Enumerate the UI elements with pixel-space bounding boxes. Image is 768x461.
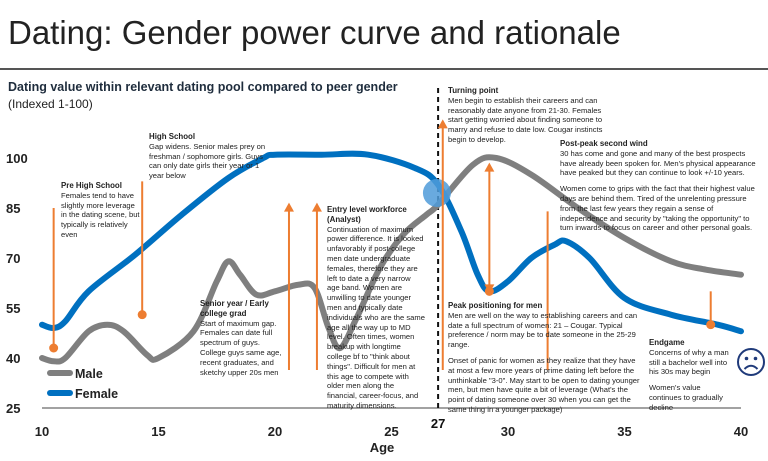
annotation-pre-high-school: Pre High School Females tend to have sli… [61,181,141,240]
annotation-title: Senior year / Early college grad [200,299,269,318]
page-title: Dating: Gender power curve and rationale [8,14,621,51]
intersection-highlight [422,179,451,207]
y-tick-label: 55 [6,301,20,316]
turning-point-label: 27 [431,416,445,431]
x-axis-label: Age [370,440,395,455]
title-divider [0,68,768,70]
marker-dot [49,343,59,353]
marker-arrowhead [484,162,495,172]
annotation-title: Entry level workforce (Analyst) [327,205,407,224]
annotation-text: Men are well on the way to establishing … [448,310,638,350]
annotation-title: Peak positioning for men [448,301,543,310]
x-tick-label: 35 [617,424,631,439]
marker-dot [137,310,147,320]
annotation-entry-level: Entry level workforce (Analyst) Continua… [327,205,425,411]
annotation-text-2: Women come to grips with the fact that t… [560,184,755,233]
legend-label: Female [75,387,118,401]
x-tick-label: 25 [384,424,398,439]
annotation-text: Continuation of maximum power difference… [327,224,425,410]
x-tick-label: 40 [734,424,748,439]
annotation-text: Females tend to have slightly more lever… [61,190,140,239]
y-tick-label: 100 [6,151,28,166]
legend-label: Male [75,367,103,381]
marker-dot [706,320,716,330]
annotation-title: Post-peak second wind [560,139,648,148]
annotation-title: Turning point [448,86,499,95]
marker-arrowhead [437,119,448,129]
annotation-text-2: Women's value continues to gradually dec… [649,383,723,412]
annotation-text: Start of maximum gap. Females can date f… [200,318,282,377]
annotation-turning-point: Turning point Men begin to establish the… [448,86,618,145]
annotation-endgame: Endgame Concerns of why a man still a ba… [649,338,735,413]
x-tick-label: 10 [35,424,49,439]
x-tick-label: 30 [501,424,515,439]
x-tick-label: 20 [268,424,282,439]
annotation-text: Concerns of why a man still a bachelor w… [649,347,729,377]
y-tick-label: 85 [6,201,20,216]
annotation-peak-positioning: Peak positioning for men Men are well on… [448,301,640,415]
x-tick-label: 15 [151,424,165,439]
sad-face-icon [737,348,765,376]
annotation-title: Pre High School [61,181,122,190]
series-line-male [39,154,744,365]
annotation-text: Gap widens. Senior males prey on freshma… [149,141,266,181]
annotation-post-peak: Post-peak second wind 30 has come and go… [560,139,760,233]
annotation-senior-year: Senior year / Early college grad Start o… [200,299,282,377]
annotation-text: Men begin to establish their careers and… [448,95,603,144]
marker-arrowhead [283,202,294,212]
marker-arrowhead [484,284,495,294]
annotation-text: 30 has come and gone and many of the bes… [560,148,756,178]
y-tick-label: 40 [6,351,20,366]
y-tick-label: 70 [6,251,20,266]
chart-index-note: (Indexed 1-100) [8,97,93,111]
marker-arrowhead [311,202,322,212]
annotation-text-2: Onset of panic for women as they realize… [448,355,640,414]
chart-subtitle: Dating value within relevant dating pool… [8,80,398,94]
annotation-title: High School [149,132,196,141]
annotation-title: Endgame [649,338,685,347]
annotation-high-school: High School Gap widens. Senior males pre… [149,132,272,181]
y-tick-label: 25 [6,401,20,416]
